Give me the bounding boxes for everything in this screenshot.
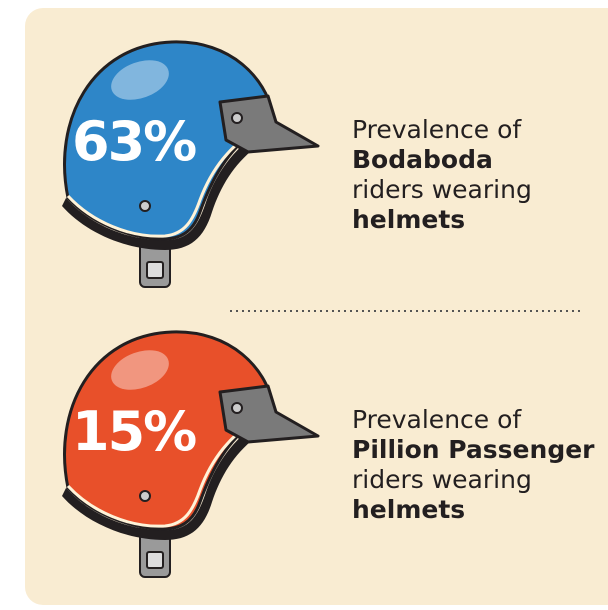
strap-buckle: [146, 261, 164, 279]
helmet-trim: [66, 414, 261, 528]
screw: [231, 112, 243, 124]
caption-line: Prevalence of: [352, 405, 522, 434]
screw: [139, 200, 151, 212]
caption-line: riders wearing: [352, 465, 532, 494]
percent-label: 15%: [72, 400, 196, 463]
caption-line: Prevalence of: [352, 115, 522, 144]
helmet-trim: [66, 124, 261, 238]
caption-line: helmets: [352, 205, 465, 234]
caption-line: helmets: [352, 495, 465, 524]
helmet-shine: [111, 350, 169, 390]
caption-line: Pillion Passenger: [352, 435, 595, 464]
caption-line: riders wearing: [352, 175, 532, 204]
caption-line: Bodaboda: [352, 145, 493, 174]
percent-label: 63%: [72, 110, 196, 173]
screw: [231, 402, 243, 414]
visor: [218, 94, 320, 154]
strap-buckle: [146, 551, 164, 569]
helmet-shine: [111, 60, 169, 100]
screw: [139, 490, 151, 502]
visor: [218, 384, 320, 444]
